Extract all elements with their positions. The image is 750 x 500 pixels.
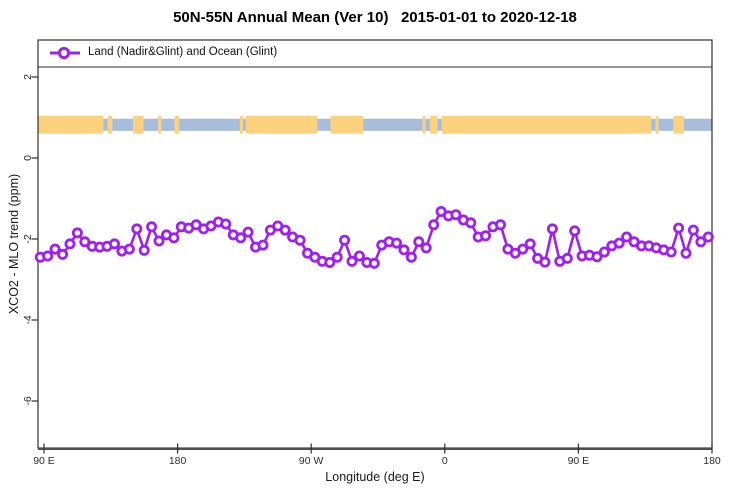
data-point-marker: [242, 226, 254, 238]
data-point-marker: [220, 218, 232, 230]
map-strip-ocean-segment: [242, 118, 246, 131]
data-point-marker: [368, 257, 380, 269]
data-point-marker: [71, 227, 83, 239]
legend-frame: [37, 39, 713, 68]
data-point-marker: [413, 236, 425, 248]
map-strip-land-segment: [133, 115, 144, 134]
data-point-marker: [546, 223, 558, 235]
map-strip-land-segment: [107, 115, 113, 134]
data-point-marker: [702, 231, 714, 243]
data-point-marker: [294, 234, 306, 246]
map-strip-ocean-segment: [161, 118, 175, 131]
legend-label: Land (Nadir&Glint) and Ocean (Glint): [88, 46, 278, 58]
map-strip-ocean-segment: [179, 118, 240, 131]
data-point-marker: [131, 223, 143, 235]
map-strip-ocean-segment: [143, 118, 159, 131]
map-strip-land-segment: [673, 115, 684, 134]
data-point-marker: [665, 246, 677, 258]
x-axis-label: Longitude (deg E): [325, 470, 425, 484]
y-axis-label: XCO2 - MLO trend (ppm): [7, 173, 21, 315]
legend-marker-icon: [57, 46, 71, 60]
data-point-marker: [42, 250, 54, 262]
data-point-marker: [257, 239, 269, 251]
data-point-marker: [673, 222, 685, 234]
map-strip-ocean-segment: [317, 118, 331, 131]
data-point-marker: [346, 255, 358, 267]
data-point-marker: [524, 238, 536, 250]
map-strip-ocean-segment: [658, 118, 674, 131]
data-point-marker: [235, 232, 247, 244]
data-point-marker: [279, 224, 291, 236]
map-strip-land-segment: [330, 115, 364, 134]
data-point-marker: [613, 237, 625, 249]
x-tick-label: 0: [441, 455, 448, 467]
x-tick-label: 180: [703, 455, 721, 467]
data-point-marker: [687, 224, 699, 236]
data-point-marker: [49, 243, 61, 255]
map-strip-land-segment: [239, 115, 243, 134]
map-strip-ocean-segment: [112, 118, 134, 131]
data-point-marker: [480, 230, 492, 242]
data-point-marker: [539, 256, 551, 268]
data-point-marker: [64, 238, 76, 250]
data-point-marker: [621, 231, 633, 243]
data-point-marker: [695, 236, 707, 248]
chart-title: 50N-55N Annual Mean (Ver 10) 2015-01-01 …: [173, 9, 577, 26]
data-point-marker: [465, 217, 477, 229]
data-point-marker: [420, 242, 432, 254]
data-point-marker: [561, 252, 573, 264]
map-strip-ocean-segment: [651, 118, 656, 131]
x-tick-label: 90 E: [33, 455, 55, 467]
data-point-marker: [428, 219, 440, 231]
data-point-marker: [123, 243, 135, 255]
data-point-marker: [339, 234, 351, 246]
data-point-marker: [109, 238, 121, 250]
y-tick-label: 0: [22, 155, 34, 161]
map-strip-land-segment: [422, 115, 426, 134]
data-point-marker: [517, 243, 529, 255]
y-tick-label: -4: [22, 315, 34, 325]
map-strip-land-segment: [441, 115, 652, 134]
x-tick-label: 180: [168, 455, 187, 467]
map-strip-land-segment: [38, 115, 104, 134]
y-tick-label: -2: [22, 234, 34, 244]
data-point-marker: [353, 250, 365, 262]
x-tick-label: 90 W: [298, 455, 324, 467]
data-point-marker: [138, 244, 150, 256]
map-strip-land-segment: [174, 115, 180, 134]
data-point-marker: [494, 219, 506, 231]
map-strip-ocean-segment: [437, 118, 442, 131]
data-point-marker: [57, 248, 69, 260]
data-point-marker: [146, 221, 158, 233]
data-point-marker: [450, 209, 462, 221]
data-point-marker: [391, 237, 403, 249]
data-point-marker: [405, 251, 417, 263]
map-strip-land-segment: [429, 115, 438, 134]
map-strip-ocean-segment: [363, 118, 423, 131]
data-point-marker: [324, 256, 336, 268]
data-point-marker: [153, 235, 165, 247]
map-strip-land-segment: [655, 115, 659, 134]
y-tick-label: -6: [22, 396, 34, 406]
map-strip-ocean-segment: [103, 118, 108, 131]
map-strip-land-segment: [245, 115, 318, 134]
data-point-marker: [598, 246, 610, 258]
data-point-marker: [79, 236, 91, 248]
map-strip-ocean-segment: [683, 118, 712, 131]
map-strip-ocean-segment: [425, 118, 430, 131]
data-point-marker: [398, 244, 410, 256]
map-strip-land-segment: [158, 115, 162, 134]
x-tick-label: 90 E: [567, 455, 590, 467]
data-point-marker: [331, 251, 343, 263]
data-point-marker: [591, 251, 603, 263]
data-point-marker: [168, 232, 180, 244]
data-point-marker: [680, 247, 692, 259]
y-tick-label: 2: [22, 74, 34, 80]
data-point-marker: [569, 225, 581, 237]
